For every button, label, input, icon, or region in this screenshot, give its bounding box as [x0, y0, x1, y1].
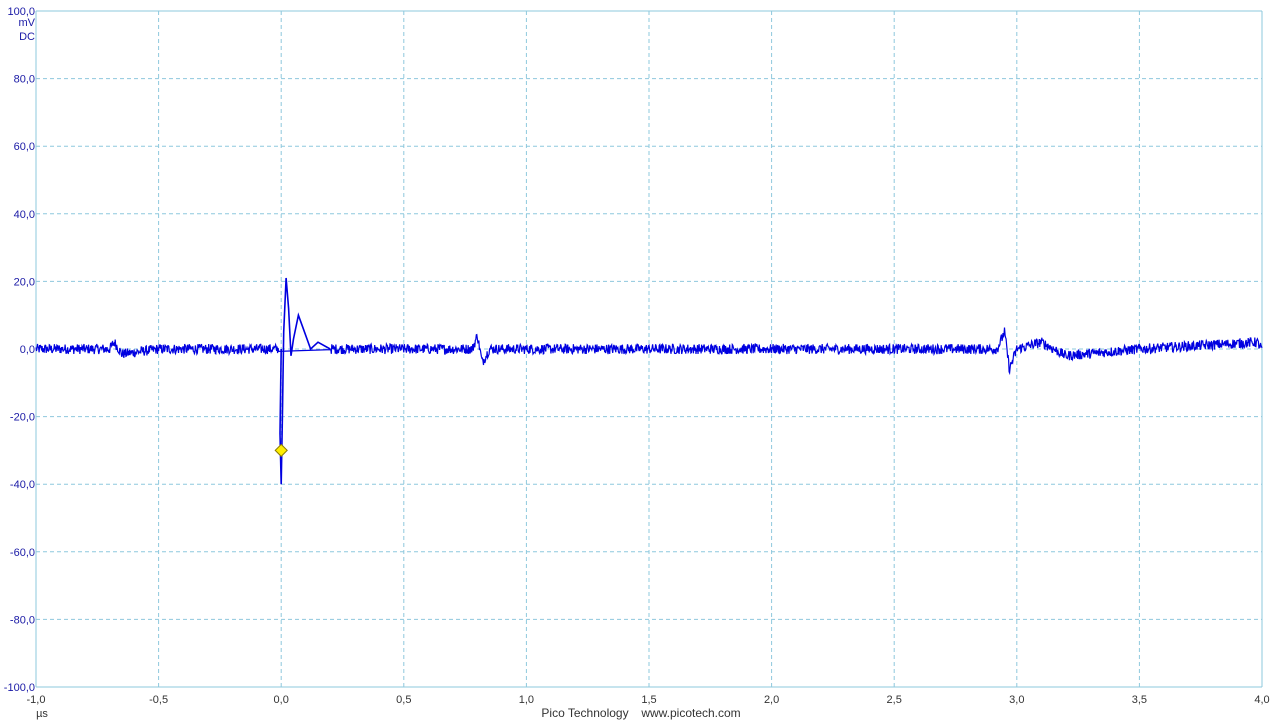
- y-unit-label: mV: [19, 17, 36, 29]
- y-tick-label: -100,0: [4, 682, 35, 694]
- x-tick-label: 4,0: [1254, 694, 1269, 706]
- y-tick-label: 80,0: [14, 74, 35, 86]
- y-tick-label: 60,0: [14, 141, 35, 153]
- trace-area: [35, 277, 1263, 485]
- trigger-marker-area: [274, 443, 288, 458]
- signal-trace-spike: [279, 277, 331, 485]
- y-tick-label: -20,0: [10, 412, 35, 424]
- x-tick-label: -0,5: [149, 694, 168, 706]
- x-tick-label: 3,0: [1009, 694, 1024, 706]
- trigger-marker[interactable]: [274, 443, 288, 458]
- x-tick-label: 2,5: [887, 694, 902, 706]
- y-tick-label: 40,0: [14, 209, 35, 221]
- x-tick-label: 0,0: [274, 694, 289, 706]
- y-coupling-label: DC: [19, 31, 35, 43]
- x-tick-label: 0,5: [396, 694, 411, 706]
- y-tick-label: 100,0: [7, 6, 35, 18]
- x-tick-label: 1,0: [519, 694, 534, 706]
- x-tick-label: 1,5: [641, 694, 656, 706]
- y-tick-label: -40,0: [10, 479, 35, 491]
- x-tick-labels: -1,0 -0,5 0,0 0,5 1,0 1,5 2,0 2,5 3,0 3,5 4,0: [27, 694, 1270, 706]
- footer-brand: Pico Technology: [541, 706, 628, 720]
- x-unit-label: µs: [36, 708, 48, 720]
- y-tick-labels: 100,0 80,0 60,0 40,0 20,0 0,0 -20,0 -40,0 -60,0 -…: [4, 6, 35, 694]
- footer-url: www.picotech.com: [640, 706, 740, 720]
- x-tick-label: -1,0: [27, 694, 46, 706]
- chart-grid: [35, 10, 1263, 688]
- x-tick-label: 2,0: [764, 694, 779, 706]
- y-tick-label: -80,0: [10, 614, 35, 626]
- y-tick-label: -60,0: [10, 547, 35, 559]
- x-tick-label: 3,5: [1132, 694, 1147, 706]
- y-tick-label: 0,0: [20, 344, 35, 356]
- y-tick-label: 20,0: [14, 276, 35, 288]
- signal-trace: [35, 327, 1263, 376]
